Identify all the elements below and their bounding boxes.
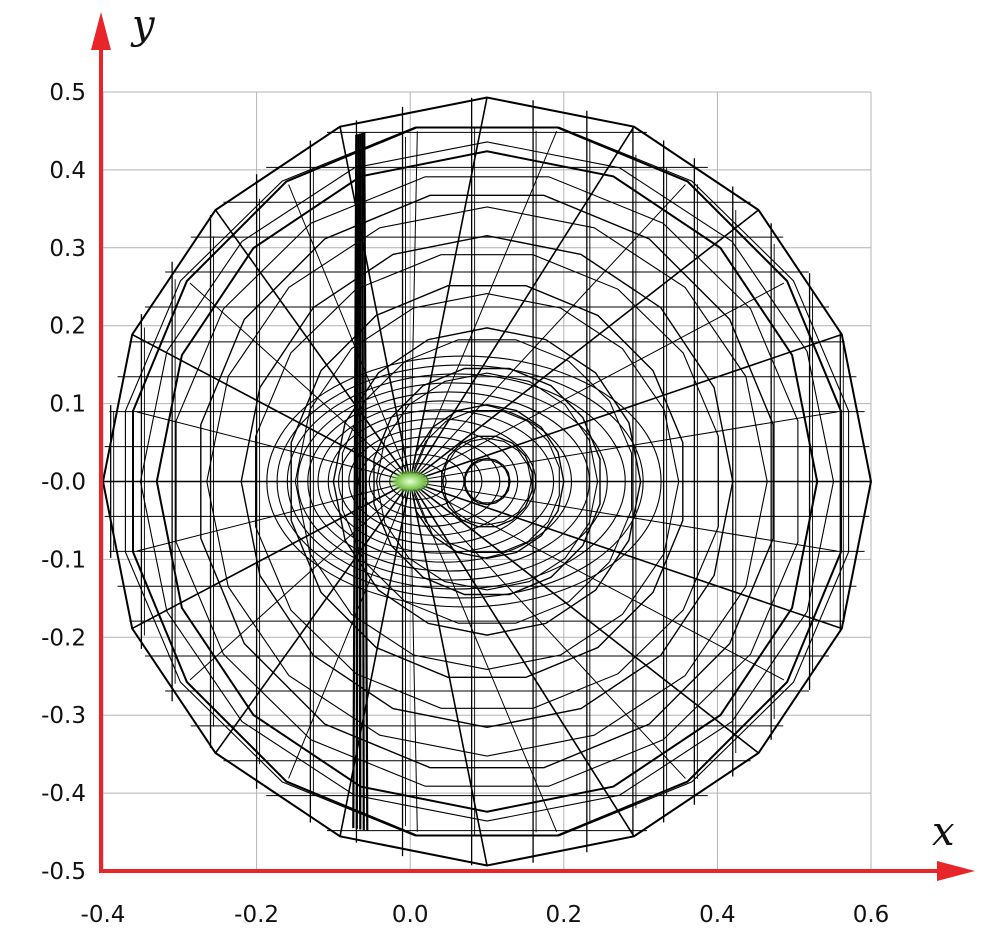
- mesh-spoke: [409, 481, 686, 779]
- mesh-spoke: [339, 126, 411, 482]
- sphere-wireframe-mesh: [101, 96, 873, 867]
- mesh-spoke: [136, 411, 411, 482]
- mesh-spoke: [189, 481, 411, 681]
- mesh-spoke: [136, 481, 411, 552]
- center-highlight: [388, 469, 433, 494]
- y-tick-label: -0.2: [41, 625, 86, 651]
- mesh-spoke: [409, 481, 785, 681]
- y-tick-labels: 0.5 0.4 0.3 0.2 0.1 -0.0 -0.1 -0.2 -0.3 -0.4 -0.5: [41, 80, 86, 885]
- mesh-dense-band: [363, 132, 369, 831]
- mesh-spoke: [409, 184, 686, 482]
- y-tick-label: -0.4: [41, 781, 86, 807]
- mesh-inner-ring: [337, 418, 537, 545]
- mesh-ring: [373, 367, 601, 596]
- mesh-spoke: [409, 97, 488, 482]
- x-tick-label: -0.4: [81, 902, 126, 928]
- mesh-spoke: [409, 209, 760, 483]
- mesh-inner-ring: [348, 427, 519, 536]
- mesh-spoke: [339, 481, 411, 837]
- mesh-spoke: [288, 184, 411, 482]
- x-axis-arrow: [937, 861, 975, 881]
- y-tick-label: 0.4: [49, 158, 86, 184]
- mesh-spoke: [214, 209, 411, 482]
- x-tick-label: 0.2: [546, 902, 583, 928]
- mesh-inner-ring: [276, 364, 644, 599]
- mesh-spoke: [409, 333, 843, 483]
- mesh-spoke: [214, 481, 411, 754]
- x-tick-label: 0.0: [392, 902, 429, 928]
- mesh-spoke: [409, 126, 635, 482]
- mesh-spoke: [409, 131, 558, 482]
- x-tick-label: -0.2: [234, 902, 279, 928]
- x-axis-title: x: [932, 809, 955, 855]
- mesh-inner-ring: [378, 454, 465, 509]
- axes: [91, 12, 975, 881]
- mesh-spoke: [409, 481, 558, 832]
- mesh-inner-ring: [297, 382, 608, 581]
- mesh-ring: [414, 410, 560, 553]
- mesh-inner-ring: [368, 445, 483, 518]
- mesh-spoke: [409, 282, 785, 482]
- mesh-inner-ring: [307, 391, 590, 572]
- y-tick-label: 0.5: [49, 80, 86, 106]
- y-tick-label: 0.2: [49, 314, 86, 340]
- mesh-ring: [290, 285, 684, 678]
- mesh-ring: [132, 126, 842, 837]
- x-tick-label: 0.4: [699, 902, 736, 928]
- y-tick-label: -0.0: [41, 470, 86, 496]
- mesh-spoke: [189, 282, 411, 482]
- mesh-inner-ring: [327, 409, 555, 554]
- y-tick-label: -0.5: [41, 859, 86, 885]
- mesh-spoke: [409, 131, 418, 482]
- mesh-spoke: [410, 481, 838, 552]
- mesh-spoke: [409, 481, 635, 837]
- mesh-dense-band: [361, 132, 365, 831]
- mesh-spoke: [409, 481, 488, 866]
- mesh-inner-ring: [358, 436, 501, 527]
- mesh-inner-ring: [317, 400, 573, 563]
- y-axis-arrow: [91, 12, 111, 50]
- y-axis-title: y: [130, 2, 156, 48]
- mesh-spoke: [288, 481, 411, 779]
- mesh-spoke: [409, 480, 760, 754]
- mesh-dense-band: [352, 134, 358, 829]
- y-tick-label: 0.3: [49, 236, 86, 262]
- mesh-ring: [124, 126, 850, 837]
- mesh-ring: [200, 194, 774, 769]
- center-highlight-glow: [388, 469, 433, 494]
- mesh-ring: [255, 254, 719, 709]
- y-tick-label: -0.3: [41, 703, 86, 729]
- mesh-spoke: [409, 480, 843, 630]
- mesh-inner-ring: [266, 355, 662, 608]
- mesh-inner-ring: [286, 373, 626, 590]
- mesh-spoke: [410, 411, 838, 482]
- mesh-spoke: [409, 481, 418, 832]
- y-tick-label: 0.1: [49, 392, 86, 418]
- y-tick-label: -0.1: [41, 547, 86, 573]
- mesh-ring: [464, 459, 510, 504]
- mesh-dense-band: [355, 134, 360, 829]
- x-tick-labels: -0.4 -0.2 0.0 0.2 0.4 0.6: [81, 902, 890, 928]
- x-tick-label: 0.6: [853, 902, 890, 928]
